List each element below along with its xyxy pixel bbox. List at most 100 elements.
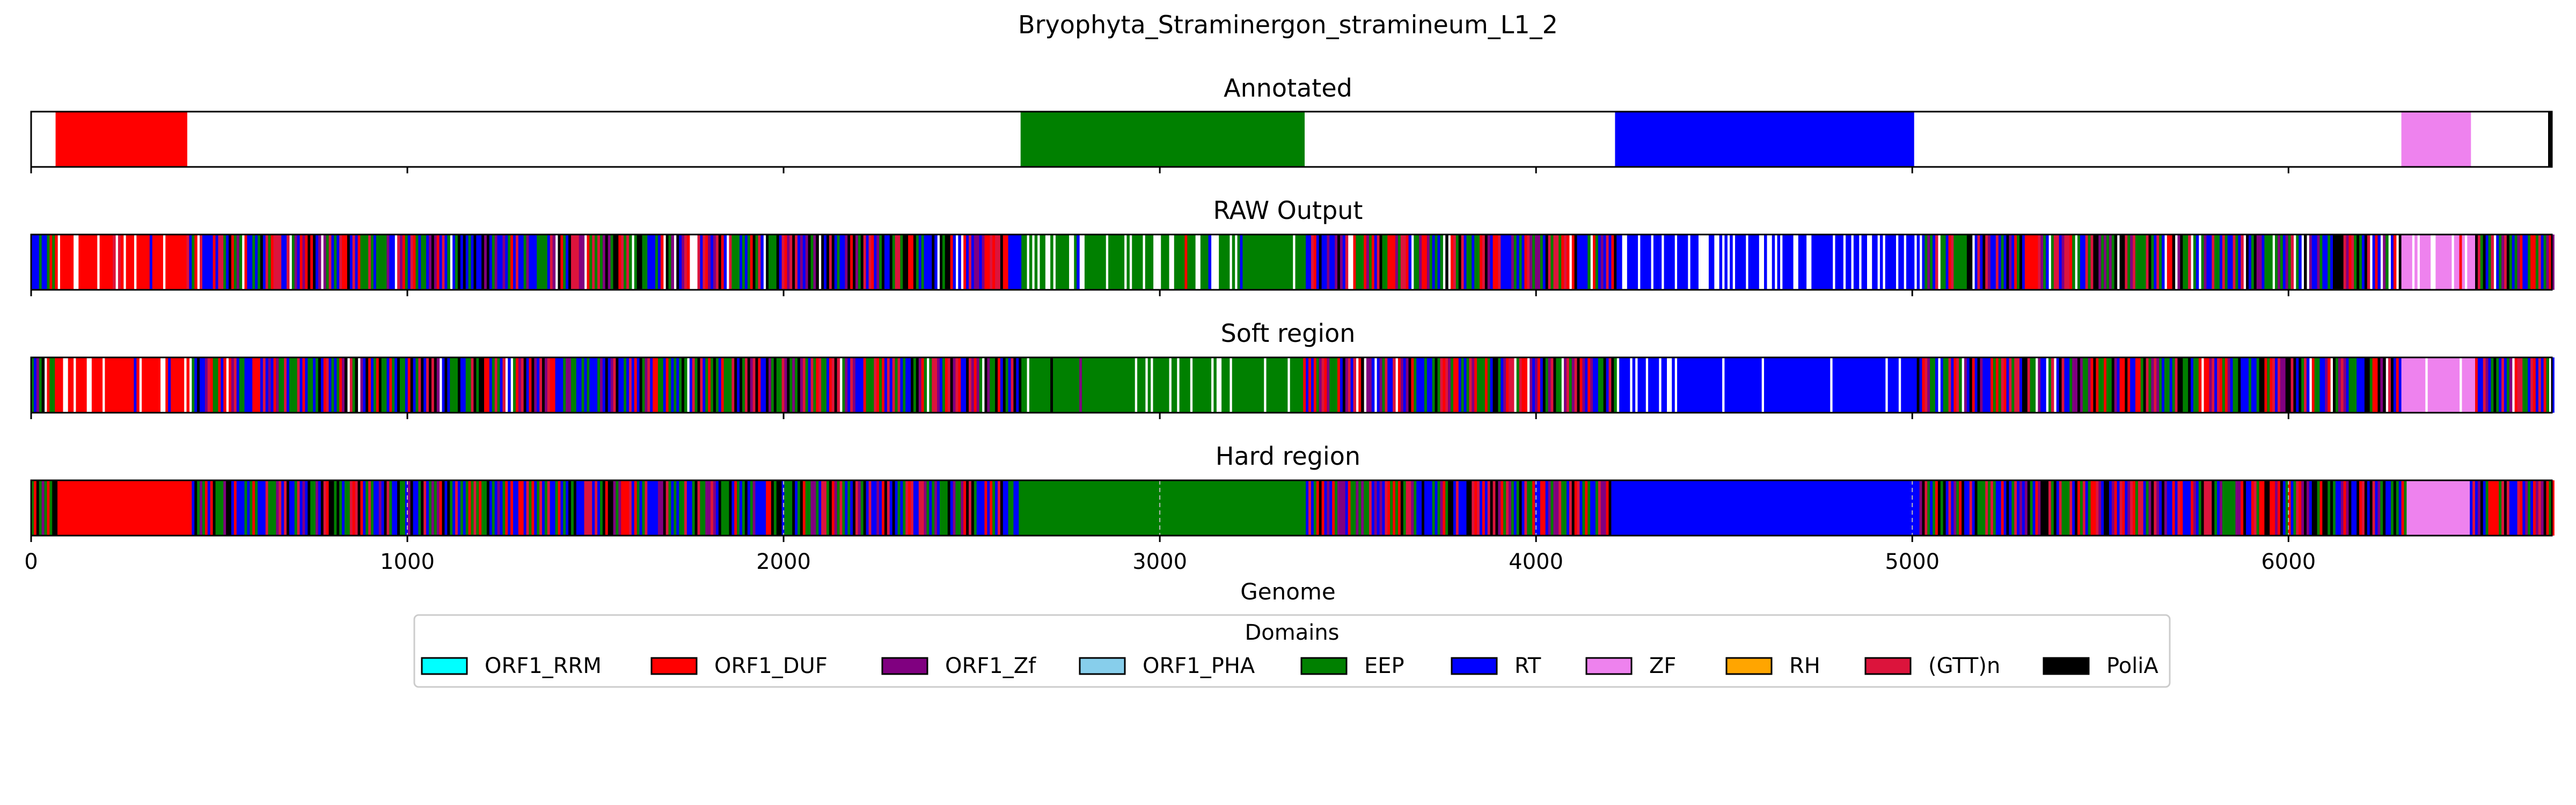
segment: [284, 235, 287, 290]
segment: [342, 480, 345, 536]
segment: [2190, 357, 2194, 413]
segment: [1832, 480, 1836, 536]
segment: [961, 357, 964, 413]
segment: [969, 235, 972, 290]
segment: [1337, 480, 1341, 536]
segment: [1867, 480, 1870, 536]
segment: [1962, 480, 1965, 536]
segment: [1324, 235, 1327, 290]
segment: [1943, 480, 1946, 536]
segment: [2425, 480, 2428, 536]
segment: [1487, 480, 1491, 536]
segment: [204, 357, 208, 413]
segment: [1002, 235, 1006, 290]
segment: [1927, 480, 1930, 536]
segment: [1850, 357, 1854, 413]
segment: [1529, 480, 1533, 536]
segment: [410, 235, 414, 290]
segment: [1050, 480, 1053, 536]
segment: [2053, 235, 2057, 290]
segment: [2425, 235, 2428, 290]
segment: [1548, 480, 1552, 536]
segment: [563, 357, 566, 413]
segment: [1106, 480, 1109, 536]
segment: [2488, 480, 2492, 536]
panel-3: Hard region: [30, 442, 2555, 542]
segment: [489, 480, 493, 536]
segment: [921, 235, 925, 290]
segment: [1248, 480, 1251, 536]
segment: [2340, 480, 2344, 536]
segment: [1311, 480, 1314, 536]
segment: [510, 235, 514, 290]
region-RT: [1615, 112, 1914, 167]
segment: [2462, 357, 2465, 413]
segment: [863, 357, 867, 413]
segment: [1614, 480, 1617, 536]
segment: [1506, 235, 1509, 290]
segment: [1437, 235, 1441, 290]
segment: [107, 357, 111, 413]
segment: [657, 480, 661, 536]
segment: [184, 235, 187, 290]
legend-swatch: [2043, 657, 2090, 675]
segment: [2535, 357, 2539, 413]
segment: [769, 357, 772, 413]
segment: [1110, 235, 1114, 290]
segment: [1571, 480, 1575, 536]
segment: [1966, 357, 1970, 413]
segment: [597, 357, 601, 413]
segment: [2433, 357, 2436, 413]
segment: [2377, 480, 2381, 536]
segment: [508, 235, 511, 290]
segment: [995, 235, 998, 290]
segment: [628, 357, 632, 413]
segment: [2224, 357, 2228, 413]
segment: [987, 235, 990, 290]
segment: [826, 357, 830, 413]
segment: [2038, 235, 2041, 290]
segment: [947, 235, 951, 290]
segment: [173, 357, 177, 413]
segment: [1724, 480, 1728, 536]
panel-title: Soft region: [1221, 319, 1356, 348]
segment: [879, 480, 882, 536]
segment: [1440, 357, 1443, 413]
segment: [821, 480, 824, 536]
segment: [473, 235, 477, 290]
segment: [1782, 235, 1785, 290]
segment: [2427, 357, 2431, 413]
segment: [1261, 480, 1264, 536]
segment: [2156, 357, 2160, 413]
segment: [1724, 235, 1728, 290]
segment: [1269, 357, 1272, 413]
segment: [2162, 357, 2165, 413]
segment: [1461, 235, 1465, 290]
segment: [1211, 480, 1214, 536]
segment: [2159, 480, 2162, 536]
segment: [2357, 235, 2360, 290]
segment: [2104, 480, 2107, 536]
segment: [2332, 235, 2336, 290]
segment: [758, 235, 761, 290]
segment: [2377, 357, 2381, 413]
segment: [2130, 480, 2133, 536]
segment: [2101, 357, 2104, 413]
segment: [2156, 235, 2160, 290]
segment: [866, 357, 869, 413]
segment: [1237, 357, 1241, 413]
segment: [1585, 357, 1588, 413]
segment: [826, 235, 830, 290]
segment: [2301, 357, 2304, 413]
segment: [2467, 235, 2470, 290]
segment: [436, 357, 440, 413]
segment: [2369, 480, 2373, 536]
segment: [429, 235, 432, 290]
segment: [882, 480, 885, 536]
segment: [2253, 357, 2257, 413]
segment: [2441, 480, 2444, 536]
segment: [473, 480, 477, 536]
segment: [165, 480, 169, 536]
segment: [2422, 480, 2426, 536]
segment: [2541, 235, 2544, 290]
